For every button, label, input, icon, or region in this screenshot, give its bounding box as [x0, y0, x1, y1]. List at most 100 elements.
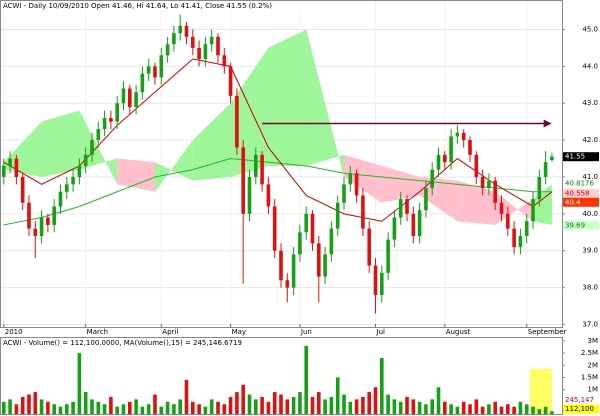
- volume-bar: [518, 401, 523, 414]
- volume-bar: [140, 406, 145, 414]
- volume-bar: [531, 406, 535, 414]
- cloud: [381, 165, 420, 203]
- value-label: 40.8176: [565, 180, 594, 188]
- volume-bar: [197, 404, 201, 414]
- volume-bar: [33, 392, 38, 414]
- candle-body: [216, 36, 220, 56]
- candle-body: [260, 154, 264, 185]
- volume-bar: [524, 404, 529, 414]
- candle-body: [241, 147, 245, 214]
- volume-bar: [39, 399, 44, 414]
- x-tick-label: Jun: [300, 328, 312, 336]
- candle-body: [14, 158, 19, 177]
- volume-bar: [279, 394, 283, 414]
- volume-bar: [165, 401, 170, 414]
- volume-bar: [285, 399, 290, 414]
- candle-body: [380, 272, 384, 295]
- volume-bar: [449, 404, 453, 414]
- volume-bar: [487, 404, 491, 414]
- value-label: 41.55: [565, 153, 585, 161]
- price-frame: [0, 0, 563, 328]
- y-tick-label: 44.0: [582, 62, 598, 70]
- candle-body: [310, 213, 315, 244]
- x-tick-label: April: [162, 328, 178, 336]
- volume-bar: [342, 394, 346, 414]
- volume-bar: [64, 404, 69, 414]
- volume-bar: [499, 406, 504, 414]
- volume-bar: [178, 399, 182, 414]
- value-label-bg: [563, 220, 599, 230]
- volume-bar: [367, 392, 372, 414]
- trend-arrow: [543, 119, 552, 128]
- candle-body: [46, 217, 50, 225]
- x-tick-label: August: [446, 328, 471, 336]
- volume-label: 245,147: [565, 396, 594, 404]
- volume-bar: [392, 399, 397, 414]
- candle-body: [153, 66, 157, 78]
- value-label-bg: [563, 179, 599, 189]
- value-label: 40.4: [565, 198, 581, 206]
- volume-bar: [190, 401, 195, 414]
- candle-body: [417, 210, 422, 236]
- value-label-bg: [563, 197, 599, 207]
- x-tick-label: 2010: [5, 328, 23, 336]
- candle-body: [228, 66, 233, 96]
- candle-body: [235, 95, 239, 148]
- cloud: [457, 180, 496, 225]
- candle-body: [354, 173, 359, 196]
- candle-body: [405, 199, 409, 214]
- candle-body: [323, 254, 327, 277]
- candle-body: [222, 55, 227, 67]
- candle-body: [285, 280, 290, 288]
- candle-body: [386, 239, 390, 273]
- volume-bar: [480, 406, 485, 414]
- candle-body: [146, 66, 151, 74]
- candle-body: [159, 55, 164, 78]
- candle-body: [209, 36, 214, 45]
- candle-body: [272, 206, 277, 251]
- value-label: 40.558: [565, 189, 590, 197]
- y-tick-label: 40.0: [582, 210, 598, 218]
- candle-body: [27, 202, 31, 229]
- y-tick-label: 45.0: [582, 25, 598, 33]
- volume-bar: [127, 401, 132, 414]
- candle-body: [96, 129, 101, 141]
- y-tick-label: 38.0: [582, 284, 598, 292]
- volume-bar: [348, 401, 353, 414]
- volume-bar: [260, 396, 264, 414]
- volume-bar: [27, 394, 31, 414]
- volume-bar: [14, 404, 19, 414]
- candle-body: [115, 103, 119, 122]
- candle-body: [398, 199, 403, 218]
- cloud: [230, 47, 269, 177]
- volume-bar: [335, 377, 340, 414]
- volume-bar: [209, 399, 214, 414]
- candle-body: [329, 228, 334, 255]
- volume-label-bg: [563, 395, 599, 405]
- volume-bar: [386, 394, 390, 414]
- volume-bar: [550, 411, 554, 414]
- volume-bar: [373, 387, 378, 414]
- candle-body: [102, 117, 107, 130]
- candle-body: [20, 176, 25, 203]
- volume-bar: [203, 406, 208, 414]
- volume-bar: [329, 396, 334, 414]
- volume-bar: [310, 396, 315, 414]
- candle-body: [165, 44, 170, 56]
- candle-body: [480, 176, 485, 189]
- volume-bar: [228, 396, 233, 414]
- volume-bar: [436, 387, 441, 414]
- volume-bar: [361, 396, 365, 414]
- volume-tick-label: 2.5M: [581, 349, 598, 357]
- volume-bar: [398, 401, 403, 414]
- volume-bar: [102, 404, 107, 414]
- candle-body: [317, 243, 321, 277]
- candle-body: [550, 156, 554, 161]
- candle-body: [172, 33, 176, 45]
- volume-bar: [474, 399, 479, 414]
- volume-tick-label: 1M: [588, 386, 599, 394]
- candle-body: [203, 44, 208, 59]
- y-tick-label: 37.0: [582, 320, 598, 328]
- volume-bar: [405, 396, 409, 414]
- candle-body: [109, 117, 113, 122]
